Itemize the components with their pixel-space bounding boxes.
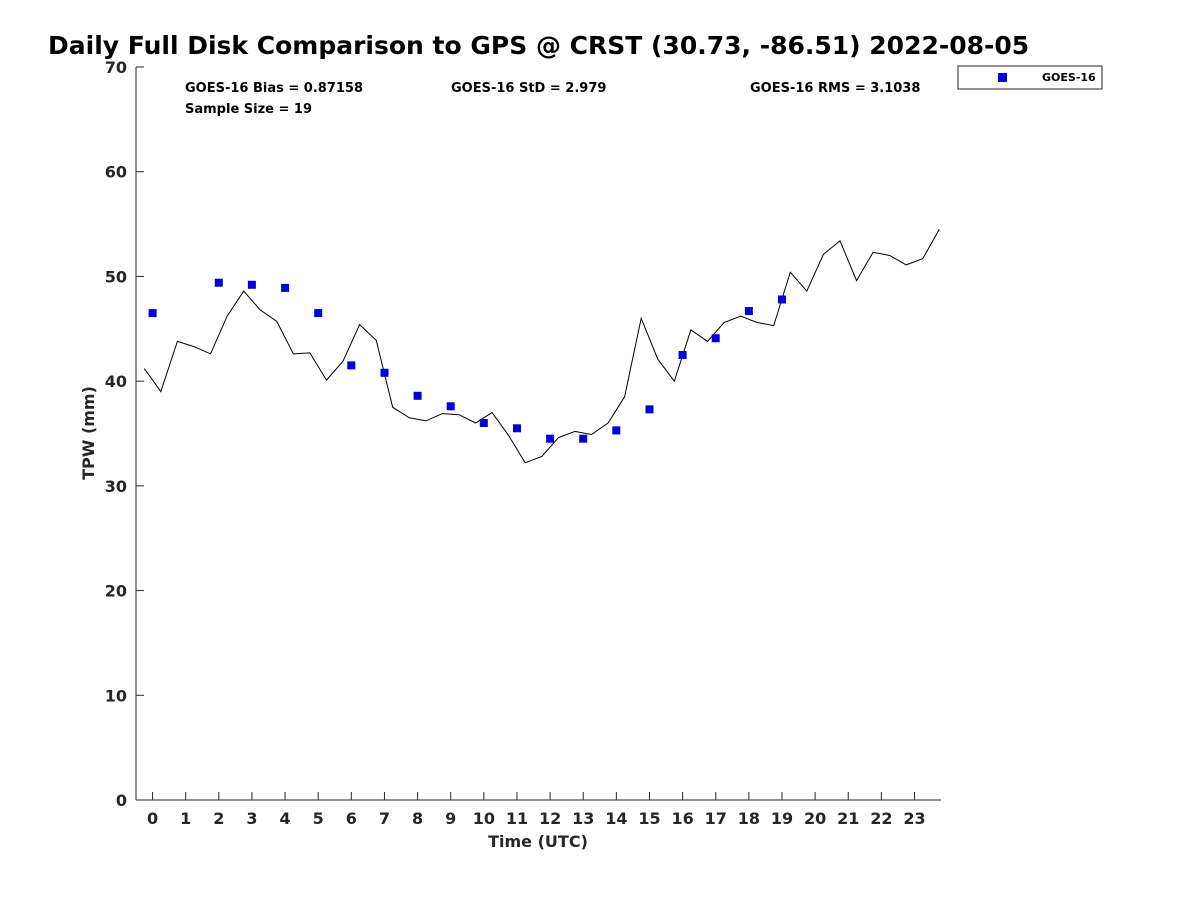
x-tick-label: 17 bbox=[705, 809, 727, 828]
gps-line-series bbox=[143, 229, 940, 464]
goes16-point bbox=[612, 426, 621, 435]
goes16-point bbox=[347, 361, 356, 370]
y-tick-label: 0 bbox=[116, 791, 127, 810]
sample-size-stat: Sample Size = 19 bbox=[185, 102, 312, 117]
goes16-point bbox=[446, 402, 455, 411]
goes16-point bbox=[479, 419, 488, 427]
goes16-point bbox=[314, 309, 323, 318]
x-tick-label: 5 bbox=[313, 809, 324, 828]
goes16-point bbox=[247, 280, 256, 289]
legend: GOES-16 bbox=[957, 65, 1103, 90]
goes16-point bbox=[744, 307, 753, 315]
legend-label-goes16: GOES-16 bbox=[1042, 71, 1096, 84]
x-tick-label: 23 bbox=[903, 809, 925, 828]
x-tick-label: 8 bbox=[412, 809, 423, 828]
legend-marker-goes16 bbox=[998, 73, 1007, 82]
x-tick-label: 16 bbox=[671, 809, 693, 828]
x-tick-label: 4 bbox=[280, 809, 291, 828]
goes16-point bbox=[546, 434, 555, 443]
goes16-point bbox=[711, 334, 720, 343]
x-tick-label: 19 bbox=[771, 809, 793, 828]
y-tick-label: 50 bbox=[105, 267, 127, 286]
goes16-point bbox=[214, 278, 223, 287]
axes bbox=[135, 67, 941, 801]
y-tick-label: 40 bbox=[105, 372, 127, 391]
y-tick-label: 20 bbox=[105, 582, 127, 601]
goes16-point bbox=[579, 434, 588, 443]
x-tick-label: 6 bbox=[346, 809, 357, 828]
y-tick-label: 60 bbox=[105, 163, 127, 182]
x-tick-label: 3 bbox=[246, 809, 257, 828]
y-tick-label: 70 bbox=[105, 58, 127, 77]
x-ticks: 0 1 2 3 4 5 6 7 8 9 10 11 12 13 14 15 16 17 18 19 20 21 22 23 bbox=[147, 792, 926, 828]
x-tick-label: 2 bbox=[213, 809, 224, 828]
x-tick-label: 14 bbox=[605, 809, 627, 828]
y-axis-label: TPW (mm) bbox=[79, 386, 98, 480]
y-tick-label: 10 bbox=[105, 686, 127, 705]
goes16-point bbox=[645, 405, 654, 414]
std-stat: GOES-16 StD = 2.979 bbox=[451, 81, 606, 96]
chart-title: Daily Full Disk Comparison to GPS @ CRST… bbox=[48, 31, 1029, 60]
x-tick-label: 22 bbox=[870, 809, 892, 828]
goes16-point bbox=[281, 283, 290, 292]
legend-box bbox=[957, 65, 1103, 90]
x-tick-label: 20 bbox=[804, 809, 826, 828]
x-tick-label: 9 bbox=[445, 809, 456, 828]
x-axis-label: Time (UTC) bbox=[488, 832, 588, 851]
x-tick-label: 21 bbox=[837, 809, 859, 828]
rms-stat: GOES-16 RMS = 3.1038 bbox=[750, 81, 920, 96]
goes16-point bbox=[513, 424, 521, 433]
x-tick-label: 18 bbox=[738, 809, 760, 828]
goes16-point bbox=[778, 295, 786, 304]
x-tick-label: 10 bbox=[473, 809, 495, 828]
x-tick-label: 7 bbox=[379, 809, 390, 828]
x-tick-label: 15 bbox=[638, 809, 660, 828]
goes16-scatter-series bbox=[148, 278, 786, 443]
goes16-point bbox=[413, 391, 422, 400]
x-tick-label: 13 bbox=[572, 809, 594, 828]
goes16-point bbox=[678, 351, 687, 359]
x-tick-label: 11 bbox=[506, 809, 528, 828]
x-tick-label: 1 bbox=[180, 809, 191, 828]
goes16-point bbox=[380, 368, 389, 377]
y-ticks: 0 10 20 30 40 50 60 70 bbox=[105, 58, 144, 810]
gps-line bbox=[143, 229, 940, 464]
goes16-point bbox=[148, 309, 157, 318]
x-tick-label: 0 bbox=[147, 809, 158, 828]
y-tick-label: 30 bbox=[105, 477, 127, 496]
x-tick-label: 12 bbox=[539, 809, 561, 828]
bias-stat: GOES-16 Bias = 0.87158 bbox=[185, 81, 363, 96]
